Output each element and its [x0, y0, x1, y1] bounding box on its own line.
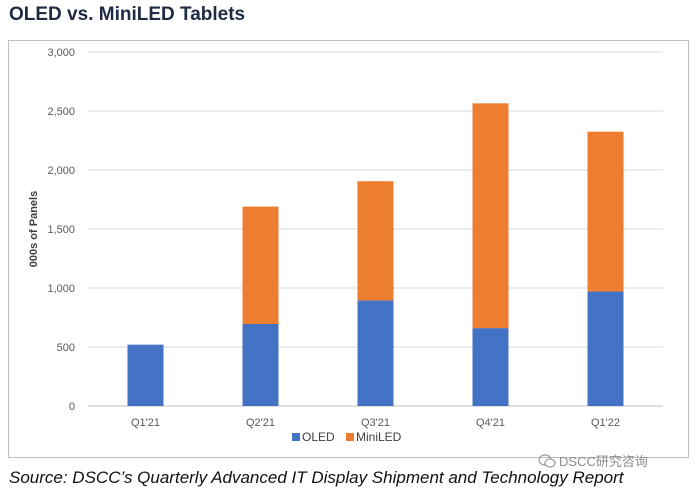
y-tick-label: 2,000: [47, 165, 75, 177]
source-note: Source: DSCC’s Quarterly Advanced IT Dis…: [9, 468, 624, 487]
bar-miniled-4: [587, 131, 624, 292]
x-tick-label: Q3'21: [361, 417, 390, 429]
x-tick-label: Q1'21: [131, 417, 160, 429]
y-tick-label: 500: [57, 342, 75, 354]
bar-miniled-1: [242, 206, 279, 324]
legend-swatch-miniled: [346, 433, 354, 441]
y-tick-label: 1,000: [47, 283, 75, 295]
legend-label-oled: OLED: [302, 430, 335, 444]
y-tick-labels: 0 500 1,000 1,500 2,000 2,500 3,000: [47, 47, 75, 413]
bar-oled-4: [587, 291, 624, 406]
bar-oled-3: [472, 328, 509, 406]
legend: OLED MiniLED: [292, 430, 402, 444]
y-tick-label: 3,000: [47, 47, 75, 59]
y-tick-label: 1,500: [47, 224, 75, 236]
bar-oled-2: [357, 300, 394, 406]
legend-swatch-oled: [292, 433, 300, 441]
y-axis-label: 000s of Panels: [28, 191, 40, 267]
x-tick-labels: Q1'21 Q2'21 Q3'21 Q4'21 Q1'22: [131, 417, 620, 429]
watermark-text: DSCC研究咨询: [559, 454, 648, 469]
legend-label-miniled: MiniLED: [356, 430, 402, 444]
bar-miniled-3: [472, 103, 509, 329]
bar-oled-1: [242, 323, 279, 406]
bar-miniled-2: [357, 181, 394, 301]
bar-oled-0: [127, 344, 164, 406]
bars: [127, 103, 624, 406]
x-tick-label: Q1'22: [591, 417, 620, 429]
x-tick-label: Q4'21: [476, 417, 505, 429]
y-tick-label: 0: [69, 401, 75, 413]
watermark: DSCC研究咨询: [538, 451, 648, 470]
chart-frame: [8, 40, 689, 458]
y-tick-label: 2,500: [47, 106, 75, 118]
chart-title: OLED vs. MiniLED Tablets: [9, 4, 246, 25]
x-tick-label: Q2'21: [246, 417, 275, 429]
wechat-icon: [538, 453, 556, 468]
